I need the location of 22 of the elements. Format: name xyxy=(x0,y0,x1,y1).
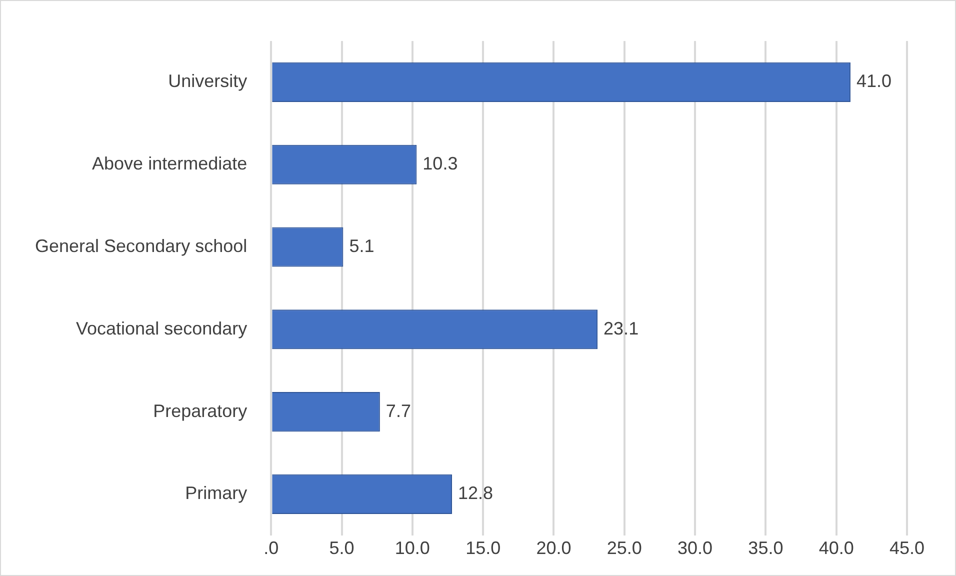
x-tick-label: 15.0 xyxy=(466,538,501,558)
x-tick-label: 5.0 xyxy=(329,538,354,558)
x-tick-label: 30.0 xyxy=(678,538,713,558)
y-tick-label: Primary xyxy=(185,483,248,504)
y-tick-label: Preparatory xyxy=(153,400,248,421)
x-tick-label: 45.0 xyxy=(889,538,925,558)
y-tick-label: General Secondary school xyxy=(35,236,248,256)
data-label: 5.1 xyxy=(349,236,374,256)
data-label: 10.3 xyxy=(422,154,458,174)
x-tick-label: 20.0 xyxy=(536,538,572,558)
x-tick-label: 10.0 xyxy=(394,538,430,558)
x-tick-label: 25.0 xyxy=(606,538,642,558)
data-label: 7.7 xyxy=(386,400,411,421)
y-tick-label: Vocational secondary xyxy=(76,318,248,338)
x-tick-label: .0 xyxy=(264,538,279,558)
y-tick-label: Above intermediate xyxy=(92,154,248,174)
data-label: 23.1 xyxy=(604,318,639,338)
x-tick-label: 35.0 xyxy=(748,538,784,558)
data-label: 41.0 xyxy=(856,71,892,92)
data-label: 12.8 xyxy=(458,483,494,504)
y-tick-label: University xyxy=(168,71,248,92)
x-tick-label: 40.0 xyxy=(818,538,854,558)
